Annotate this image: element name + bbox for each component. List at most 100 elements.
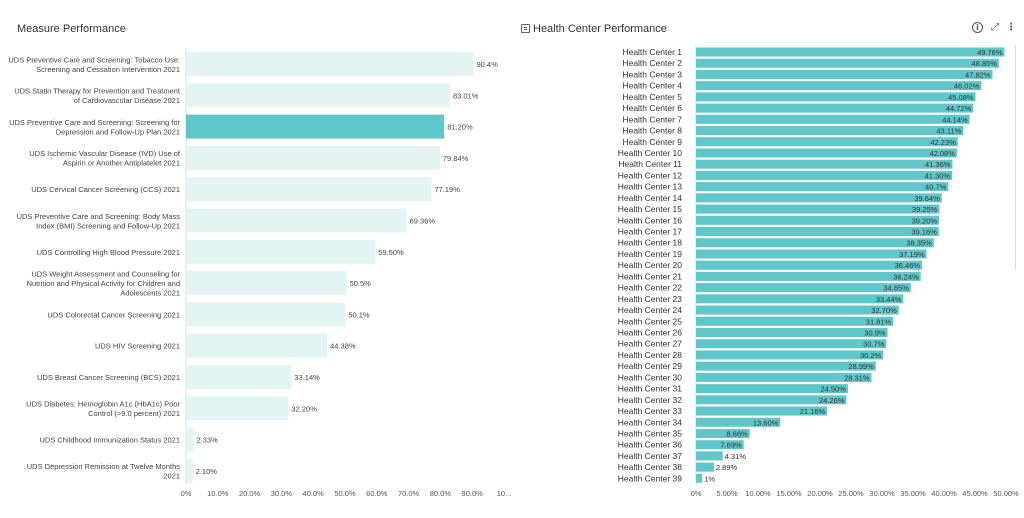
measure-bar — [186, 239, 376, 264]
measure-bar — [186, 458, 193, 483]
health-center-bar — [696, 238, 934, 248]
measure-bar — [186, 114, 445, 139]
health-center-label: Health Center 14 — [618, 193, 683, 203]
health-center-bar — [696, 350, 884, 360]
health-center-value-label: 24.26% — [819, 396, 845, 405]
health-center-bar — [696, 428, 750, 438]
measure-category-label: UDS Preventive Care and Screening: Body … — [17, 212, 181, 221]
health-center-value-label: 13.60% — [753, 418, 779, 427]
health-center-label: Health Center 4 — [622, 81, 682, 91]
health-center-label: Health Center 8 — [622, 126, 682, 136]
health-center-label: Health Center 38 — [618, 462, 683, 472]
measure-category-label: UDS Preventive Care and Screening: Tobac… — [8, 55, 180, 64]
more-vertical-icon[interactable]: ⋮ — [1006, 22, 1016, 33]
health-center-bar — [696, 148, 957, 158]
health-center-label: Health Center 20 — [618, 260, 683, 270]
health-center-x-tick: 10.00% — [745, 489, 771, 498]
health-center-label: Health Center 32 — [618, 395, 683, 405]
measure-category-label: Depression and Follow-Up Plan 2021 — [56, 127, 180, 136]
health-center-bar — [696, 305, 899, 315]
health-center-bar — [696, 294, 904, 304]
health-center-x-tick: 0% — [691, 489, 702, 498]
measure-x-tick: 70.0% — [398, 489, 420, 498]
measure-category-label: UDS Diabetes: Hemoglobin A1c (HbA1c) Poo… — [26, 400, 180, 409]
health-center-value-label: 31.81% — [866, 317, 892, 326]
health-center-bar — [696, 462, 714, 472]
health-center-bar — [696, 182, 949, 192]
measure-category-label: UDS Depression Remission at Twelve Month… — [27, 462, 181, 471]
health-center-label: Health Center 19 — [618, 249, 683, 259]
measure-x-tick: 60.0% — [366, 489, 388, 498]
measure-value-label: 2.10% — [196, 467, 218, 476]
measure-value-label: 90.4% — [476, 60, 498, 69]
health-center-x-tick: 5.00% — [716, 489, 738, 498]
health-center-x-tick: 25.00% — [838, 489, 864, 498]
info-icon[interactable]: i — [972, 22, 983, 33]
health-center-label: Health Center 29 — [618, 361, 683, 371]
measure-value-label: 50.5% — [350, 279, 372, 288]
health-center-value-label: 40.7% — [925, 183, 947, 192]
health-center-value-label: 42.08% — [929, 149, 955, 158]
health-center-label: Health Center 1 — [622, 47, 682, 57]
measure-x-tick: 20.0% — [239, 489, 261, 498]
health-center-label: Health Center 2 — [622, 58, 682, 68]
health-center-bar — [696, 227, 939, 237]
measure-category-label: Nutrition and Physical Activity for Chil… — [27, 279, 180, 288]
health-center-bar — [696, 81, 982, 91]
measure-value-label: 2.33% — [196, 436, 218, 445]
measure-category-label: UDS Colorectal Cancer Screening 2021 — [47, 310, 180, 319]
health-center-value-label: 2.89% — [716, 463, 738, 472]
health-center-x-tick: 35.00% — [900, 489, 926, 498]
measure-category-label: UDS Cervical Cancer Screening (CCS) 2021 — [31, 185, 180, 194]
health-center-bar — [696, 69, 993, 79]
health-center-bar — [696, 249, 927, 259]
health-center-label: Health Center 28 — [618, 350, 683, 360]
health-center-value-label: 21.16% — [800, 407, 826, 416]
health-center-label: Health Center 25 — [618, 316, 683, 326]
health-center-value-label: 28.31% — [844, 373, 870, 382]
measure-bar — [186, 365, 292, 389]
measure-performance-title: Measure Performance — [17, 23, 126, 35]
measure-category-label: UDS HIV Screening 2021 — [95, 342, 180, 351]
health-center-bar — [696, 193, 942, 203]
health-center-value-label: 45.08% — [948, 93, 974, 102]
health-center-value-label: 39.25% — [912, 205, 938, 214]
health-center-x-tick: 20.00% — [807, 489, 833, 498]
measure-bar — [186, 145, 440, 170]
health-center-bar — [696, 451, 723, 461]
measure-bar — [186, 396, 289, 421]
measure-category-label: UDS Childhood Immunization Status 2021 — [40, 436, 181, 445]
health-center-label: Health Center 13 — [618, 182, 683, 192]
health-center-value-label: 48.85% — [971, 59, 997, 68]
measure-category-label: UDS Weight Assessment and Counseling for — [31, 270, 180, 279]
health-center-value-label: 44.72% — [946, 104, 972, 113]
measure-x-tick: 40.0% — [303, 489, 325, 498]
health-center-label: Health Center 39 — [618, 473, 683, 483]
measure-category-label: Adolescents 2021 — [120, 289, 180, 298]
measure-value-label: 33.14% — [294, 373, 320, 382]
measure-x-tick: 10.0% — [207, 489, 229, 498]
measure-category-label: Index (BMI) Screening and Follow-Up 2021 — [36, 221, 180, 230]
health-center-x-tick: 45.00% — [962, 489, 988, 498]
measure-x-tick: 30.0% — [271, 489, 293, 498]
health-center-label: Health Center 27 — [618, 339, 683, 349]
health-center-bar — [696, 114, 970, 124]
health-center-label: Health Center 21 — [618, 271, 683, 281]
expand-icon[interactable]: ⤢ — [991, 22, 999, 33]
health-center-label: Health Center 23 — [618, 294, 683, 304]
measure-value-label: 32.20% — [291, 404, 317, 413]
measure-x-tick: 50.0% — [334, 489, 356, 498]
health-center-label: Health Center 31 — [618, 384, 683, 394]
health-center-value-label: 34.65% — [883, 284, 909, 293]
health-center-bar — [696, 316, 894, 326]
health-center-label: Health Center 10 — [618, 148, 683, 158]
health-center-bar — [696, 260, 923, 270]
health-center-label: Health Center 7 — [622, 114, 682, 124]
health-center-label: Health Center 30 — [618, 372, 683, 382]
health-center-label: Health Center 33 — [618, 406, 683, 416]
measure-value-label: 79.84% — [443, 154, 469, 163]
measure-x-tick: 90.0% — [462, 489, 484, 498]
measure-value-label: 59.50% — [378, 248, 404, 257]
health-center-bar — [696, 47, 1005, 57]
health-center-value-label: 46.02% — [954, 82, 980, 91]
